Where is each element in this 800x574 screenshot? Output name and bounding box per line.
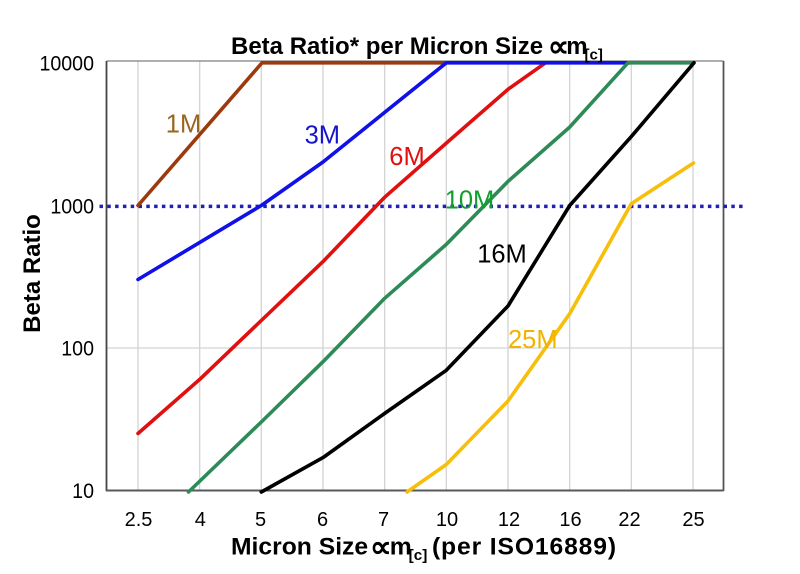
svg-text:6M: 6M (389, 143, 424, 171)
svg-text:100: 100 (61, 337, 94, 361)
svg-text:1000: 1000 (50, 195, 94, 219)
svg-text:Beta Ratio* per Micron Size ∝m: Beta Ratio* per Micron Size ∝m[c] (231, 31, 603, 64)
svg-text:10M: 10M (445, 187, 495, 215)
svg-text:Micron Size ∝m[c] (per ISO1688: Micron Size ∝m[c] (per ISO16889) (231, 531, 617, 564)
svg-text:2.5: 2.5 (125, 509, 153, 531)
svg-text:25: 25 (682, 509, 704, 531)
svg-text:7: 7 (378, 509, 389, 531)
svg-text:25M: 25M (508, 326, 558, 354)
svg-text:10: 10 (72, 479, 94, 503)
svg-text:16: 16 (559, 509, 581, 531)
svg-text:10: 10 (436, 509, 458, 531)
svg-text:5: 5 (255, 509, 266, 531)
svg-text:Beta Ratio: Beta Ratio (19, 214, 46, 333)
svg-text:22: 22 (618, 509, 640, 531)
svg-text:10000: 10000 (39, 52, 94, 76)
svg-text:3M: 3M (305, 122, 340, 150)
svg-text:1M: 1M (166, 111, 201, 139)
svg-text:4: 4 (195, 509, 206, 531)
svg-text:16M: 16M (477, 241, 527, 269)
svg-text:6: 6 (317, 509, 328, 531)
svg-text:12: 12 (498, 509, 520, 531)
